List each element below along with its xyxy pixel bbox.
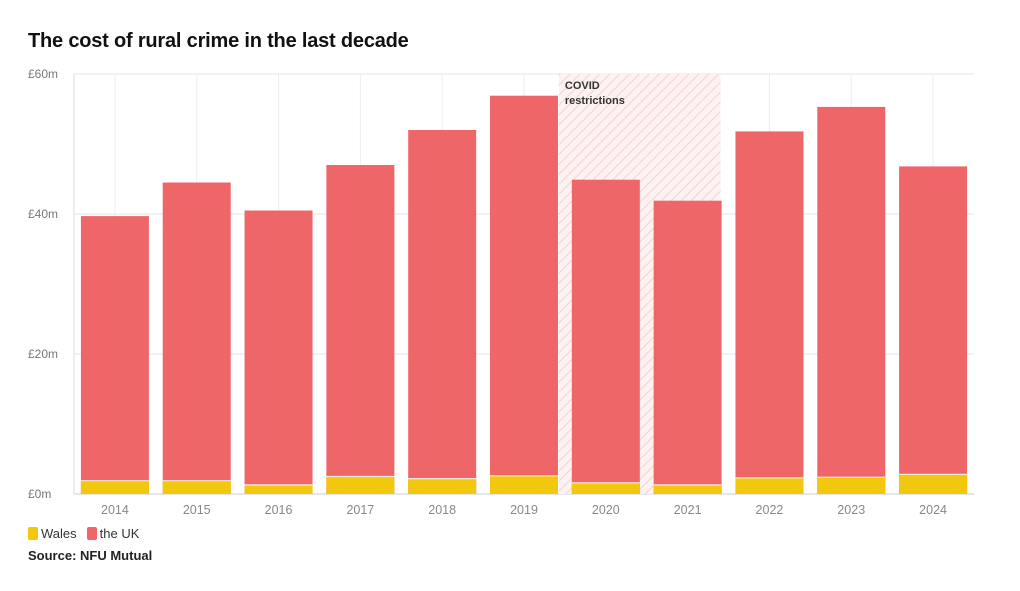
x-tick-label: 2021	[674, 503, 702, 517]
covid-label: COVID	[565, 80, 600, 92]
x-tick-label: 2014	[101, 503, 129, 517]
x-tick-label: 2016	[265, 503, 293, 517]
bar-wales-2014	[80, 480, 149, 494]
x-tick-label: 2019	[510, 503, 538, 517]
bar-wales-2021	[653, 484, 722, 494]
bar-layer	[80, 95, 968, 495]
bar-wales-2023	[817, 477, 886, 494]
x-tick-label: 2020	[592, 503, 620, 517]
y-tick-label: £0m	[28, 487, 51, 501]
y-tick-label: £60m	[28, 67, 58, 81]
bar-wales-2018	[408, 478, 477, 494]
legend-item-wales: Wales	[28, 526, 77, 541]
chart-title: The cost of rural crime in the last deca…	[28, 30, 409, 52]
bar-wales-2019	[490, 475, 558, 494]
bar-uk-2017	[326, 165, 395, 494]
x-tick-label: 2024	[919, 503, 947, 517]
legend: Wales the UK	[28, 526, 149, 541]
bar-wales-2022	[735, 477, 804, 494]
legend-label-uk: the UK	[99, 526, 140, 541]
bar-uk-2016	[244, 210, 313, 494]
bar-uk-2023	[817, 106, 886, 495]
source-note: Source: NFU Mutual	[28, 548, 153, 563]
bar-wales-2020	[571, 482, 640, 494]
bar-uk-2022	[735, 131, 804, 494]
legend-label-wales: Wales	[41, 526, 77, 541]
x-tick-label: 2023	[837, 503, 865, 517]
label-layer: £0m £20m £40m £60m COVID restrictions 2014 2015…	[28, 67, 947, 517]
bar-uk-2015	[162, 182, 231, 494]
bar-wales-2015	[162, 480, 231, 494]
covid-label: restrictions	[565, 95, 625, 107]
x-tick-label: 2022	[756, 503, 784, 517]
legend-swatch-wales	[28, 527, 38, 540]
legend-item-uk: the UK	[86, 526, 140, 541]
bar-uk-2020	[571, 179, 640, 494]
x-tick-label: 2015	[183, 503, 211, 517]
y-tick-label: £20m	[28, 347, 58, 361]
x-tick-label: 2018	[428, 503, 456, 517]
x-tick-label: 2017	[346, 503, 374, 517]
bar-wales-2017	[326, 476, 395, 494]
bar-uk-2019	[490, 95, 558, 494]
bar-uk-2024	[899, 166, 968, 494]
bar-wales-2024	[899, 474, 968, 494]
y-tick-label: £40m	[28, 207, 58, 221]
bar-wales-2016	[244, 484, 313, 494]
bar-uk-2018	[408, 130, 477, 494]
legend-swatch-uk	[86, 527, 97, 540]
bar-uk-2014	[80, 216, 149, 494]
bar-uk-2021	[653, 200, 722, 494]
